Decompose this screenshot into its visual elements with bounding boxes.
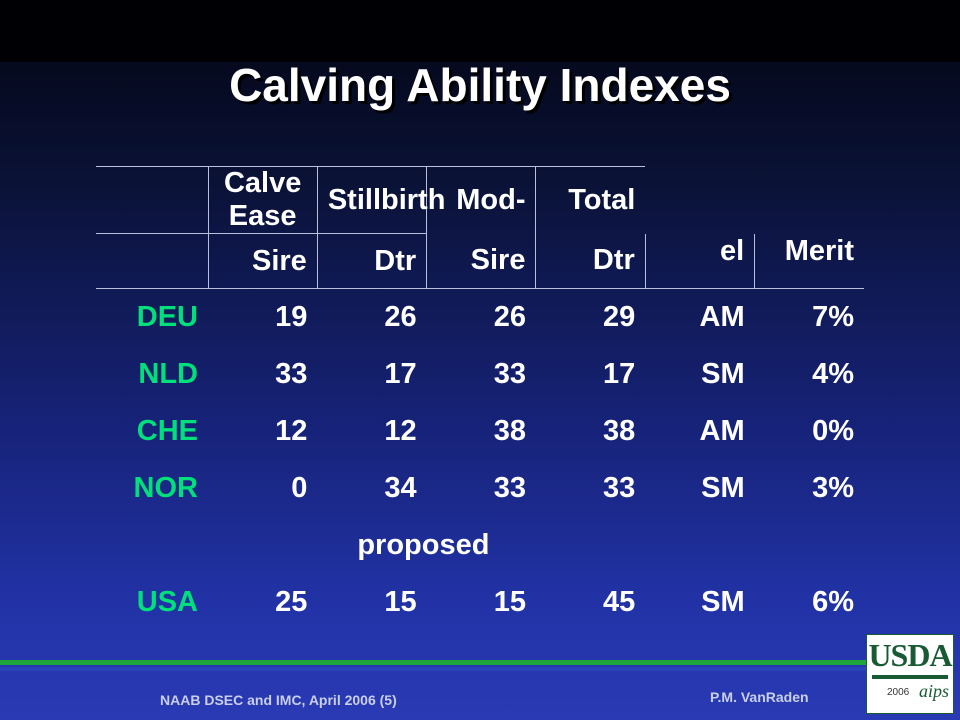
row-ce-dtr: 34 (384, 472, 417, 504)
footer-blue-line (0, 667, 870, 671)
subheader-ce-sire: Sire (207, 233, 318, 289)
row-sb-sire: 33 (493, 472, 526, 504)
row-merit: 6% (812, 586, 854, 618)
table-row: NOR 0 34 33 33 SM 3% (96, 460, 864, 517)
row-sb-dtr: 17 (603, 358, 636, 390)
header-row-sub: Sire Dtr Sire Dtr el Merit (96, 233, 864, 289)
row-ce-dtr: 17 (384, 358, 417, 390)
row-model: SM (701, 586, 745, 618)
row-country: CHE (136, 415, 198, 447)
header-total-merit-bottom: Merit (754, 233, 864, 289)
proposed-spacer (208, 517, 317, 574)
row-sb-dtr: 38 (603, 415, 636, 447)
table-row: DEU 19 26 26 29 AM 7% (96, 289, 864, 347)
row-sb-sire: 26 (493, 301, 526, 333)
aips-logo-mark: aips (919, 681, 950, 701)
header-model-bottom: el (644, 233, 755, 289)
row-ce-dtr: 12 (384, 415, 417, 447)
row-model: AM (699, 301, 745, 333)
proposed-row: proposed (96, 517, 864, 574)
row-ce-sire: 12 (275, 415, 308, 447)
row-country: NLD (138, 358, 198, 390)
header-total-merit-line2: Merit (784, 234, 854, 267)
header-total-merit-top: Total (535, 166, 646, 234)
row-ce-dtr: 15 (384, 586, 417, 618)
footer-divider (0, 660, 870, 671)
row-ce-dtr: 26 (384, 301, 417, 333)
row-sb-dtr: 33 (603, 472, 636, 504)
usda-logo-year: 2006 (887, 687, 910, 698)
row-country: NOR (133, 472, 198, 504)
row-sb-sire: 38 (493, 415, 526, 447)
row-merit: 7% (812, 301, 854, 333)
header-stillbirth: Stillbirth (316, 166, 445, 234)
row-model: AM (699, 415, 745, 447)
table-row: NLD 33 17 33 17 SM 4% (96, 346, 864, 403)
row-sb-sire: 15 (493, 586, 526, 618)
row-ce-sire: 25 (275, 586, 308, 618)
header-corner-cell (96, 166, 208, 234)
footer-event-label: NAAB DSEC and IMC, April 2006 (5) (160, 692, 397, 708)
footer-author-label: P.M. VanRaden (710, 689, 809, 705)
subheader-sb-sire: Sire (426, 233, 536, 289)
top-band (0, 0, 960, 62)
usda-logo-icon: USDA 2006 aips (866, 634, 954, 714)
header-total-merit-line1: Total (568, 184, 636, 217)
row-ce-sire: 0 (291, 472, 308, 504)
footer-green-line (0, 660, 870, 665)
row-ce-sire: 33 (275, 358, 308, 390)
table-row-usa: USA 25 15 15 45 SM 6% (96, 574, 864, 631)
proposed-spacer (755, 517, 864, 574)
row-model: SM (701, 472, 745, 504)
row-country: DEU (136, 301, 198, 333)
row-sb-sire: 33 (493, 358, 526, 390)
proposed-spacer (96, 517, 208, 574)
row-merit: 0% (812, 415, 854, 447)
row-merit: 3% (812, 472, 854, 504)
row-sb-dtr: 29 (603, 301, 636, 333)
proposed-spacer (645, 517, 754, 574)
row-sb-dtr: 45 (603, 586, 636, 618)
subheader-ce-dtr: Dtr (316, 233, 427, 289)
subheader-sb-dtr: Dtr (535, 233, 646, 289)
usda-logo-bar (872, 675, 948, 679)
row-country: USA (136, 586, 198, 618)
header-corner-cell-lower (96, 233, 208, 289)
slide-title: Calving Ability Indexes (229, 59, 731, 111)
calving-index-table: Calve Ease Stillbirth Mod- Total Sire Dt… (96, 166, 864, 631)
usda-logo-text: USDA (868, 637, 952, 673)
header-calve-ease: Calve Ease (207, 166, 318, 234)
proposed-label: proposed (357, 529, 490, 561)
row-ce-sire: 19 (275, 301, 308, 333)
row-merit: 4% (812, 358, 854, 390)
row-model: SM (701, 358, 745, 390)
header-row-groups: Calve Ease Stillbirth Mod- Total (96, 166, 864, 234)
header-model-line1: Mod- (456, 184, 526, 217)
header-model-top: Mod- (426, 166, 536, 234)
table-row: CHE 12 12 38 38 AM 0% (96, 403, 864, 460)
header-model-line2: el (719, 234, 745, 267)
